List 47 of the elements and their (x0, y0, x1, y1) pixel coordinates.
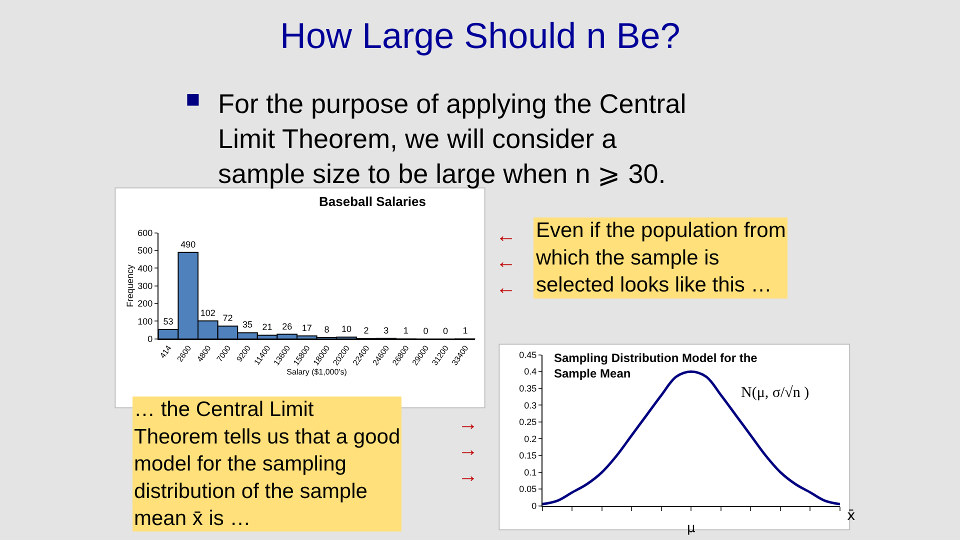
annotation: N(μ, σ/√n ) (741, 385, 810, 401)
x-axis-title: x̄ (847, 508, 856, 524)
data-label: 3 (384, 325, 389, 336)
data-label: 1 (462, 326, 468, 336)
y-tick-label: 500 (138, 246, 153, 256)
y-tick-label: 0.45 (519, 350, 537, 360)
data-label: 17 (302, 322, 312, 333)
data-label: 8 (324, 324, 330, 334)
y-tick-label: 0.35 (519, 384, 537, 394)
chart-title: Sampling Distribution Model for the Sample Mean (554, 351, 758, 381)
data-label: 10 (341, 324, 352, 334)
y-axis-title: Frequency (124, 264, 135, 308)
data-label: 35 (242, 320, 253, 330)
y-tick-label: 400 (138, 263, 153, 274)
text: For the purpose of applying the Central Limit Theorem, we will consider a sample size to be large when n ⩾ 30. (218, 89, 686, 190)
y-tick-label: 0.3 (524, 400, 537, 410)
data-label: 490 (180, 239, 196, 250)
data-label: 53 (163, 316, 174, 327)
y-tick-label: 200 (138, 298, 153, 309)
text: How Large Should n Be? (280, 15, 680, 56)
y-tick-label: 0 (148, 334, 153, 344)
text: ← ← ← (496, 225, 516, 299)
data-label: 2 (364, 326, 369, 336)
x-tick-label: 414 (158, 343, 174, 360)
y-tick-label: 0.1 (524, 467, 537, 478)
text: → → → (458, 413, 478, 487)
data-label: 72 (222, 313, 233, 324)
data-label: 1 (403, 326, 408, 336)
chart-title: Baseball Salaries (319, 194, 426, 209)
y-tick-label: 100 (138, 316, 153, 326)
y-tick-label: 0 (532, 501, 537, 511)
y-tick-label: 0.25 (519, 417, 537, 428)
text: μ (687, 521, 696, 536)
data-label: 21 (262, 322, 272, 332)
data-label: 0 (423, 326, 428, 336)
data-label: 0 (442, 326, 448, 336)
y-tick-label: 0.05 (519, 484, 537, 494)
text: Even if the population from which the sample is selected looks like this … (535, 219, 786, 297)
text: … the Central Limit Theorem tells us that a good model for the sampling distribution of the sample mean x̄ is … (134, 398, 400, 530)
data-label: 26 (282, 321, 292, 332)
y-tick-label: 600 (138, 228, 153, 238)
data-label: 102 (200, 308, 216, 318)
y-tick-label: 0.2 (524, 434, 537, 444)
y-tick-label: 300 (138, 281, 153, 292)
x-axis-title: Salary ($1,000's) (286, 367, 348, 376)
y-tick-label: 0.15 (519, 450, 537, 461)
y-tick-label: 0.4 (524, 366, 537, 377)
